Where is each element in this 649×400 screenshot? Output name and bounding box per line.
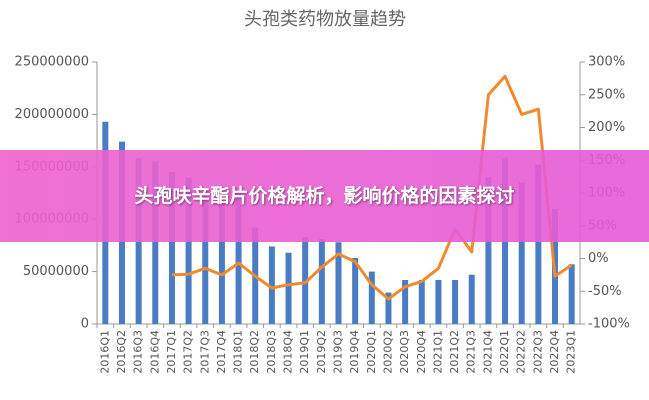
bar [152,161,159,324]
x-tick-label: 2017Q2 [182,330,195,374]
x-tick-label: 2019Q4 [348,330,361,374]
x-tick-label: 2019Q3 [332,330,345,374]
bar [352,257,359,324]
bar [418,279,425,324]
bar [302,237,309,324]
x-tick-label: 2016Q1 [98,330,111,374]
x-tick-label: 2021Q2 [448,330,461,374]
bar [435,279,442,324]
x-tick-label: 2016Q4 [148,330,161,374]
x-tick-label: 2018Q3 [265,330,278,374]
x-tick-label: 2017Q1 [165,330,178,374]
y-tick-label: 0 [81,317,89,332]
x-tick-label: 2023Q1 [565,330,578,374]
line [171,74,573,301]
y-tick-label: 250000000 [15,55,89,70]
bar [368,271,375,324]
bar [452,279,459,324]
x-tick-label: 2022Q4 [548,330,561,374]
y2-tick-label: -50% [588,284,622,299]
x-tick-label: 2016Q2 [115,330,128,374]
x-tick-label: 2016Q3 [132,330,145,374]
y2-tick-label: 0% [588,251,609,266]
bar [335,242,342,324]
x-tick-label: 2020Q3 [398,330,411,374]
bar [318,239,325,324]
x-tick-label: 2017Q4 [215,330,228,374]
x-tick-label: 2022Q2 [515,330,528,374]
bar [535,164,542,324]
chart-title: 头孢类药物放量趋势 [244,9,406,30]
y2-tick-label: 200% [588,120,625,135]
bar [235,187,242,324]
y2-tick-label: 300% [588,55,625,70]
x-tick-label: 2022Q3 [531,330,544,374]
x-tick-label: 2021Q3 [465,330,478,374]
x-tick-label: 2021Q1 [431,330,444,374]
bar [468,274,475,324]
x-tick-label: 2019Q1 [298,330,311,374]
x-tick-label: 2021Q4 [481,330,494,374]
bar [268,246,275,324]
y2-tick-label: 250% [588,87,625,102]
x-tick-label: 2018Q2 [248,330,261,374]
y2-tick-label: -100% [588,317,630,332]
x-tick-label: 2018Q4 [282,330,295,374]
bar [168,172,175,324]
y-tick-label: 200000000 [15,107,89,122]
banner-text: 头孢呋辛酯片价格解析，影响价格的因素探讨 [134,185,515,207]
bar [485,177,492,324]
x-tick-label: 2020Q1 [365,330,378,374]
bar [202,187,209,324]
x-tick-label: 2020Q4 [415,330,428,374]
x-tick-label: 2020Q2 [381,330,394,374]
bar [218,198,225,324]
bar [518,182,525,324]
x-tick-label: 2017Q3 [198,330,211,374]
x-tick-label: 2018Q1 [232,330,245,374]
banner: 头孢呋辛酯片价格解析，影响价格的因素探讨 [0,150,649,242]
bar [185,177,192,324]
bar [385,292,392,324]
y-tick-label: 50000000 [23,264,89,279]
bar [568,264,575,324]
bar [402,279,409,324]
bar [285,252,292,324]
x-tick-label: 2019Q2 [315,330,328,374]
x-tick-label: 2022Q1 [498,330,511,374]
